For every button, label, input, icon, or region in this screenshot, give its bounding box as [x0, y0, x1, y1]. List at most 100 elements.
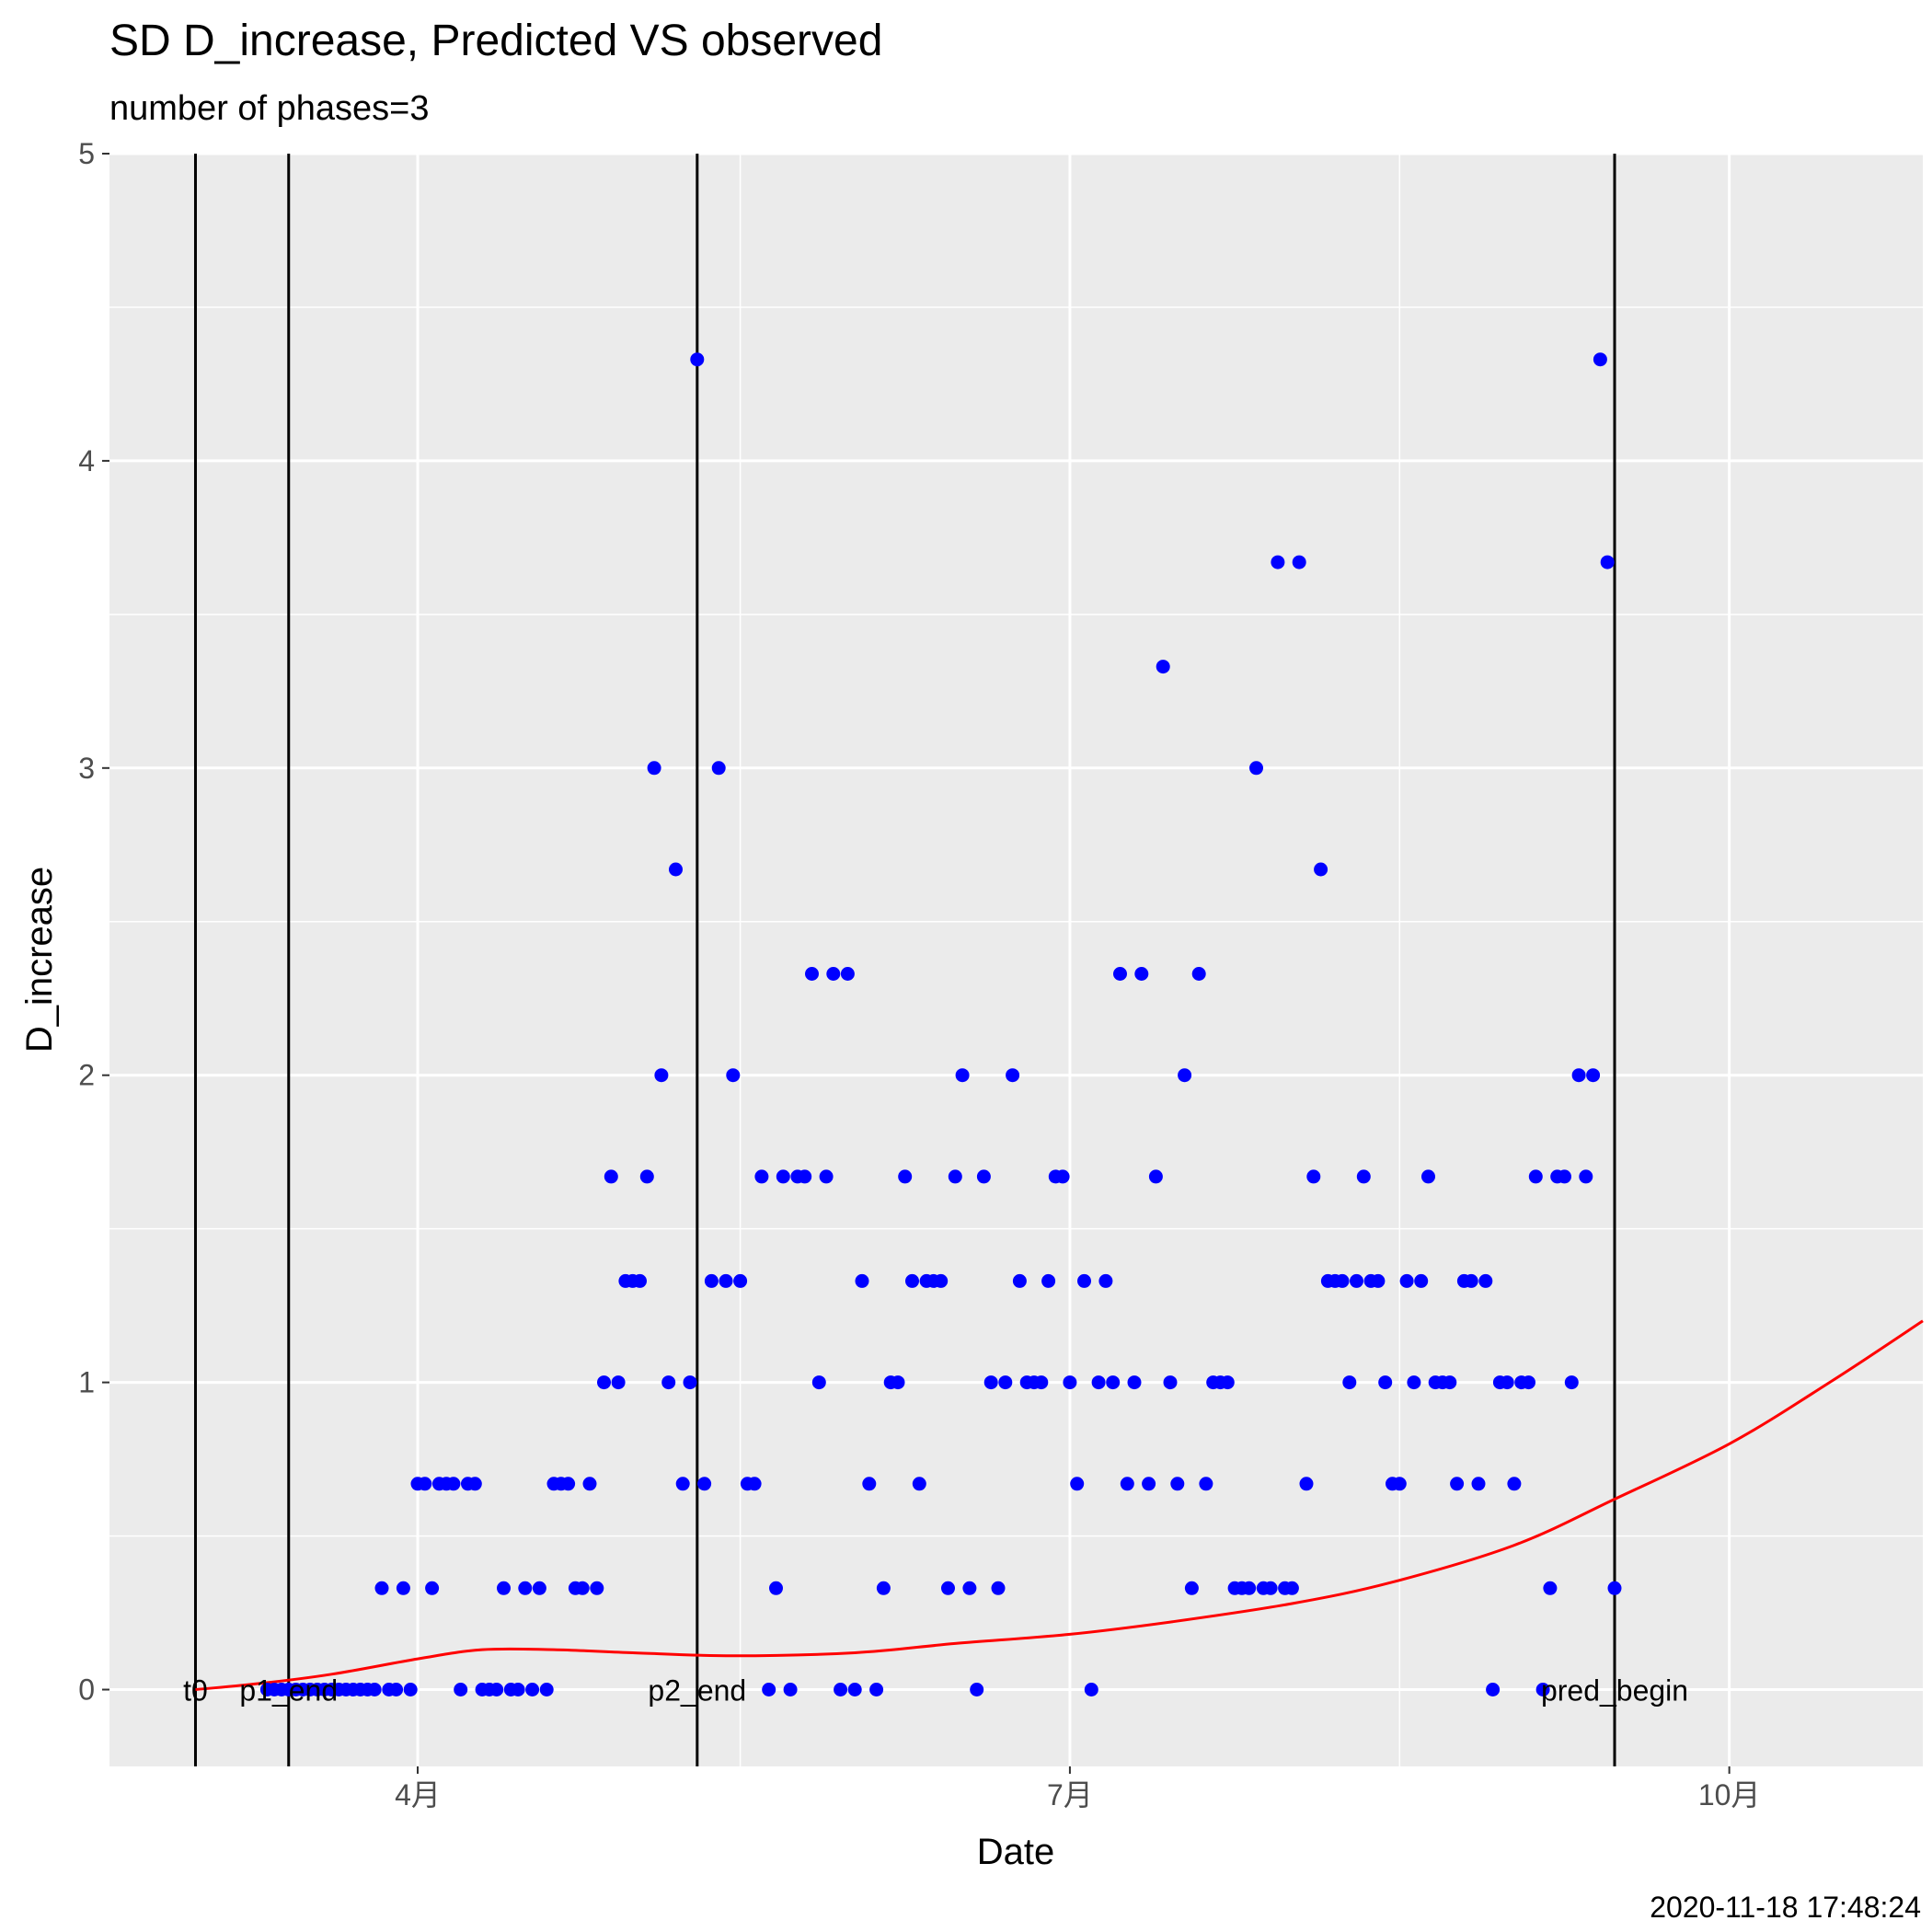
- observed-point: [1600, 555, 1615, 569]
- observed-point: [955, 1068, 970, 1083]
- observed-point: [396, 1581, 410, 1595]
- observed-point: [998, 1375, 1013, 1390]
- observed-point: [403, 1683, 418, 1696]
- observed-point: [633, 1273, 647, 1288]
- observed-point: [1199, 1477, 1213, 1491]
- observed-series: [259, 352, 1622, 1696]
- observed-point: [747, 1477, 762, 1491]
- observed-point: [948, 1169, 962, 1184]
- observed-point: [1006, 1068, 1020, 1083]
- observed-point: [1356, 1169, 1371, 1184]
- observed-point: [1041, 1273, 1056, 1288]
- observed-point: [798, 1169, 812, 1184]
- observed-point: [1543, 1581, 1558, 1595]
- observed-point: [604, 1169, 618, 1184]
- observed-point: [1098, 1273, 1113, 1288]
- y-tick-label: 0: [78, 1673, 95, 1707]
- observed-point: [389, 1683, 404, 1696]
- observed-point: [1500, 1375, 1514, 1390]
- observed-point: [1063, 1375, 1077, 1390]
- observed-point: [704, 1273, 719, 1288]
- observed-point: [970, 1683, 984, 1696]
- y-axis: 0 1 2 3 4 5: [78, 137, 109, 1707]
- observed-point: [1292, 555, 1306, 569]
- observed-point: [1263, 1581, 1278, 1595]
- observed-point: [374, 1581, 389, 1595]
- observed-point: [697, 1477, 712, 1491]
- observed-point: [1371, 1273, 1386, 1288]
- observed-point: [1478, 1273, 1493, 1288]
- observed-point: [991, 1581, 1006, 1595]
- observed-point: [934, 1273, 949, 1288]
- observed-point: [669, 862, 683, 877]
- x-tick-label: 4月: [395, 1778, 441, 1811]
- observed-point: [446, 1477, 461, 1491]
- observed-point: [1350, 1273, 1363, 1288]
- observed-point: [769, 1581, 783, 1595]
- observed-point: [1314, 862, 1328, 877]
- observed-point: [425, 1581, 440, 1595]
- observed-point: [983, 1375, 998, 1390]
- observed-point: [675, 1477, 690, 1491]
- phase-label: p1_end: [239, 1674, 338, 1708]
- observed-point: [1034, 1375, 1049, 1390]
- observed-point: [754, 1169, 769, 1184]
- timestamp: 2020-11-18 17:48:24: [1650, 1891, 1921, 1924]
- observed-point: [726, 1068, 741, 1083]
- observed-point: [690, 352, 705, 367]
- observed-point: [811, 1375, 826, 1390]
- observed-point: [805, 967, 819, 981]
- observed-point: [639, 1169, 654, 1184]
- observed-point: [976, 1169, 991, 1184]
- observed-point: [518, 1581, 533, 1595]
- observed-point: [1084, 1683, 1098, 1696]
- observed-point: [733, 1273, 748, 1288]
- y-tick-label: 1: [78, 1366, 95, 1399]
- observed-point: [905, 1273, 919, 1288]
- observed-point: [1055, 1169, 1070, 1184]
- observed-point: [1579, 1169, 1593, 1184]
- observed-point: [776, 1169, 790, 1184]
- observed-point: [489, 1683, 504, 1696]
- observed-point: [862, 1477, 877, 1491]
- observed-point: [783, 1683, 798, 1696]
- observed-point: [1607, 1581, 1622, 1595]
- observed-point: [1249, 761, 1263, 776]
- observed-point: [912, 1477, 926, 1491]
- observed-point: [1421, 1169, 1435, 1184]
- phase-label: pred_begin: [1541, 1674, 1688, 1708]
- y-tick-label: 3: [78, 752, 95, 785]
- observed-point: [1120, 1477, 1134, 1491]
- observed-point: [654, 1068, 669, 1083]
- y-axis-title: D_increase: [19, 867, 60, 1052]
- observed-point: [1464, 1273, 1478, 1288]
- observed-point: [1335, 1273, 1350, 1288]
- observed-point: [467, 1477, 482, 1491]
- observed-point: [847, 1683, 862, 1696]
- observed-point: [1077, 1273, 1091, 1288]
- y-tick-label: 2: [78, 1059, 95, 1092]
- observed-point: [525, 1683, 540, 1696]
- observed-point: [1242, 1581, 1257, 1595]
- y-tick-label: 4: [78, 444, 95, 477]
- observed-point: [1535, 1683, 1550, 1696]
- observed-point: [1127, 1375, 1142, 1390]
- observed-point: [1443, 1375, 1457, 1390]
- observed-point: [891, 1375, 905, 1390]
- observed-point: [1564, 1375, 1579, 1390]
- observed-point: [719, 1273, 733, 1288]
- observed-point: [1507, 1477, 1522, 1491]
- observed-point: [1378, 1375, 1393, 1390]
- observed-point: [532, 1581, 546, 1595]
- observed-point: [647, 761, 661, 776]
- observed-point: [575, 1581, 590, 1595]
- observed-point: [1012, 1273, 1027, 1288]
- chart-subtitle: number of phases=3: [109, 89, 430, 128]
- observed-point: [1191, 967, 1206, 981]
- observed-point: [497, 1581, 511, 1595]
- observed-point: [418, 1477, 432, 1491]
- observed-point: [454, 1683, 468, 1696]
- major-gridlines: [109, 152, 1923, 1766]
- observed-point: [582, 1477, 597, 1491]
